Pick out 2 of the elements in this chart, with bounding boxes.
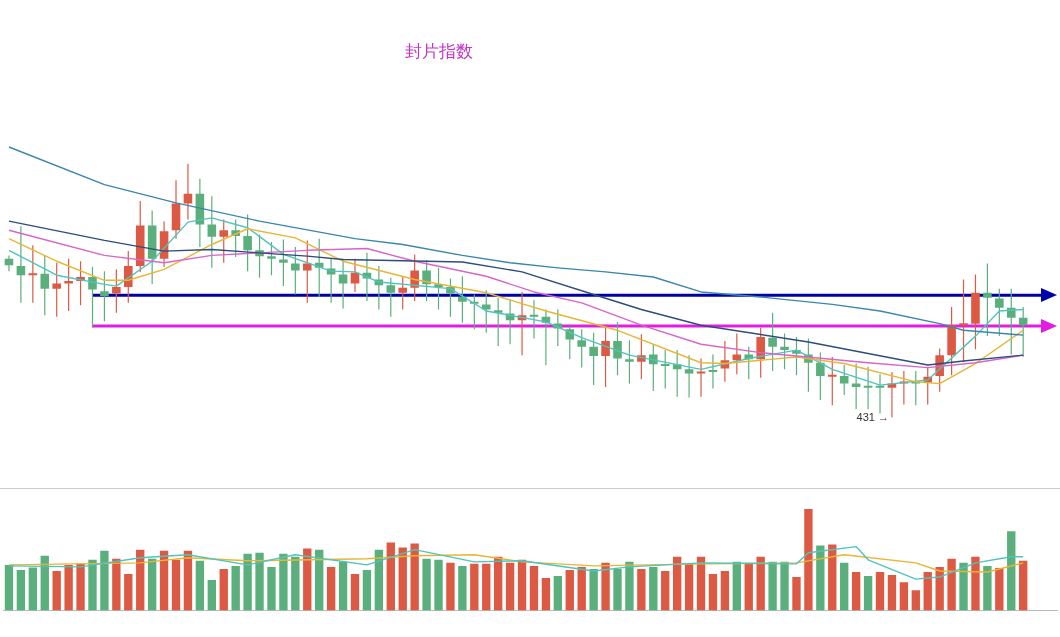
chart-title: 封片指数 xyxy=(405,40,473,63)
annotation: 431 → xyxy=(856,410,889,423)
